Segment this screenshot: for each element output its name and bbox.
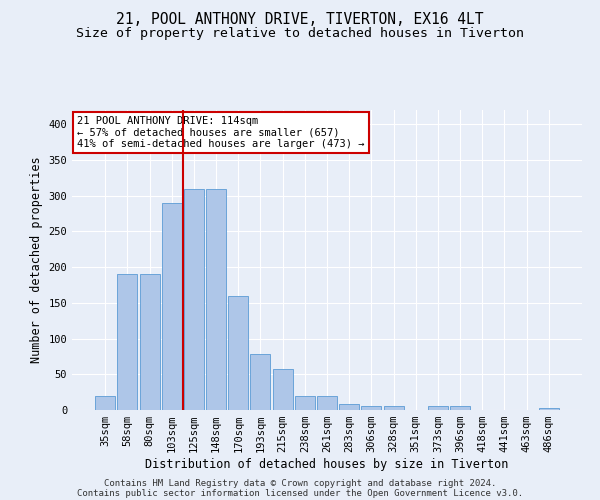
Bar	[272, 370, 293, 410]
Bar	[118, 274, 137, 410]
Bar	[428, 406, 448, 410]
Bar	[206, 188, 226, 410]
Text: Contains HM Land Registry data © Crown copyright and database right 2024.: Contains HM Land Registry data © Crown c…	[104, 478, 496, 488]
Bar	[317, 396, 337, 410]
Bar	[539, 408, 559, 410]
Bar	[184, 188, 204, 410]
Bar	[250, 354, 271, 410]
Bar	[162, 203, 182, 410]
X-axis label: Distribution of detached houses by size in Tiverton: Distribution of detached houses by size …	[145, 458, 509, 471]
Bar	[228, 296, 248, 410]
Bar	[95, 396, 115, 410]
Bar	[450, 406, 470, 410]
Bar	[295, 396, 315, 410]
Text: Size of property relative to detached houses in Tiverton: Size of property relative to detached ho…	[76, 28, 524, 40]
Bar	[383, 406, 404, 410]
Bar	[339, 404, 359, 410]
Y-axis label: Number of detached properties: Number of detached properties	[30, 156, 43, 364]
Bar	[361, 406, 382, 410]
Text: 21 POOL ANTHONY DRIVE: 114sqm
← 57% of detached houses are smaller (657)
41% of : 21 POOL ANTHONY DRIVE: 114sqm ← 57% of d…	[77, 116, 365, 149]
Text: 21, POOL ANTHONY DRIVE, TIVERTON, EX16 4LT: 21, POOL ANTHONY DRIVE, TIVERTON, EX16 4…	[116, 12, 484, 28]
Text: Contains public sector information licensed under the Open Government Licence v3: Contains public sector information licen…	[77, 488, 523, 498]
Bar	[140, 274, 160, 410]
